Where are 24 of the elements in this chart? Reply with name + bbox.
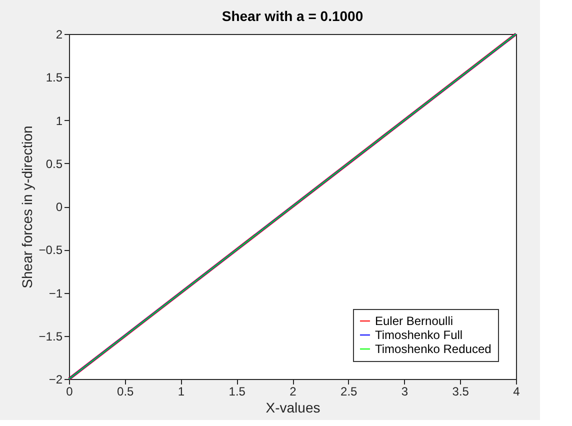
y-tick-label: 0.5 (46, 156, 63, 171)
x-tick-label: 2.5 (340, 384, 358, 398)
x-tick-label: 0.5 (117, 384, 134, 398)
x-axis-title: X-values (266, 400, 320, 416)
x-tick-label: 2 (290, 384, 297, 398)
y-tick-label: −0.5 (38, 243, 63, 258)
legend-label: Timoshenko Reduced (375, 342, 492, 356)
chart-title: Shear with a = 0.1000 (222, 8, 364, 24)
y-tick-label: 1 (56, 114, 63, 128)
legend-label: Euler Bernoulli (375, 314, 454, 328)
y-tick-label: 0 (56, 200, 63, 214)
x-tick-label: 3.5 (452, 384, 470, 398)
y-tick-label: −1.5 (38, 329, 63, 344)
y-tick-label: 2 (56, 28, 63, 42)
y-axis-title: Shear forces in y-direction (18, 126, 35, 288)
y-tick-label: 1.5 (46, 70, 63, 85)
x-tick-label: 4 (513, 384, 520, 398)
legend-label: Timoshenko Full (375, 328, 463, 342)
y-tick-label: −2 (48, 372, 63, 386)
x-tick-label: 1.5 (228, 384, 246, 398)
x-tick-label: 3 (401, 384, 408, 398)
y-tick-label: −1 (48, 286, 63, 300)
x-tick-label: 1 (178, 384, 185, 398)
x-tick-label: 0 (66, 384, 74, 398)
